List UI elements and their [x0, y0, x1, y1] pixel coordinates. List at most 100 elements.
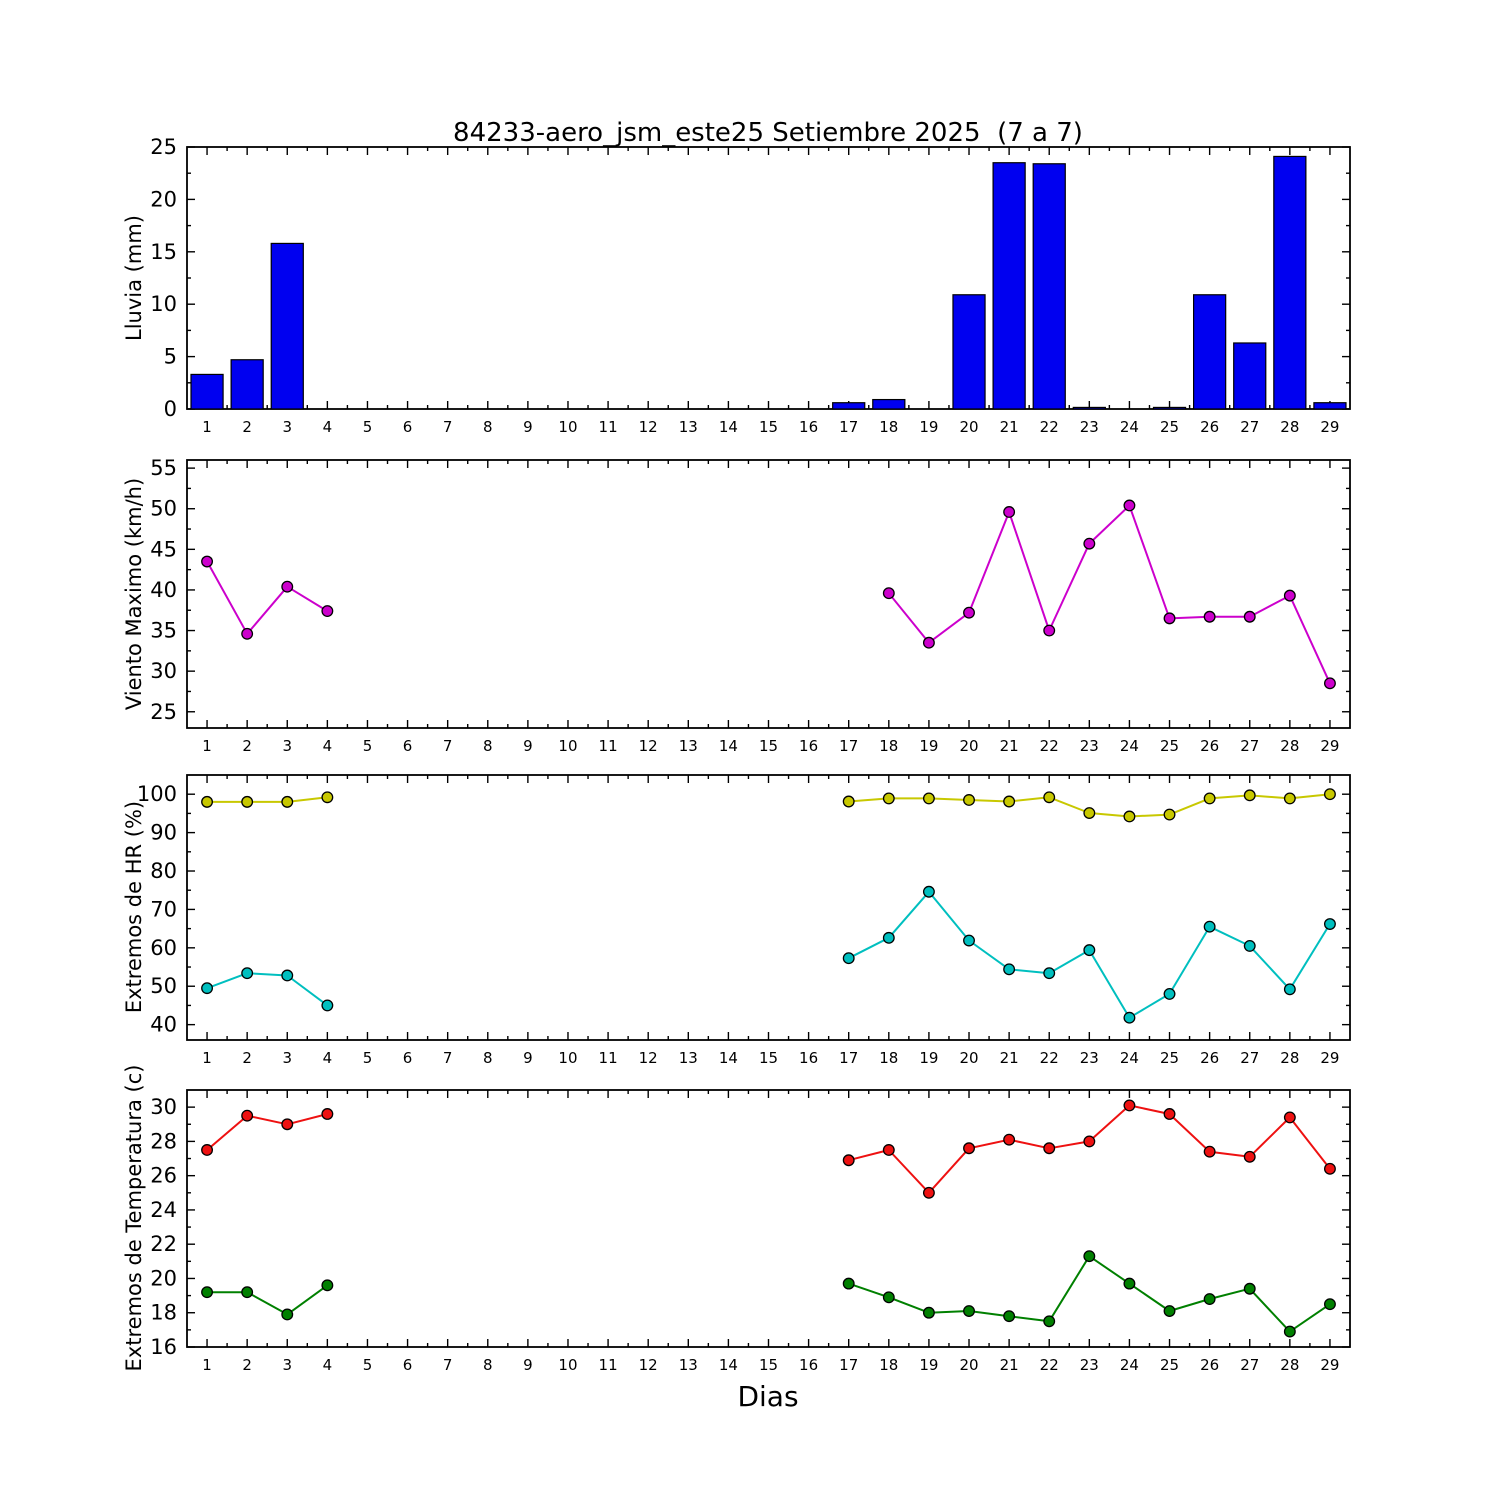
xtick-label: 19 [919, 418, 938, 436]
viento-maximo-point-day-21 [1003, 506, 1016, 518]
ytick-label: 20 [150, 1266, 177, 1290]
ytick-label: 55 [150, 456, 177, 480]
ytick-label: 50 [150, 974, 177, 998]
temperatura-minima-point-day-28 [1283, 1325, 1296, 1338]
hr-minima-point-day-29 [1323, 918, 1336, 930]
xtick-label: 16 [799, 737, 818, 755]
temperatura-maxima-point-day-23 [1083, 1135, 1096, 1148]
xtick-label: 16 [799, 1049, 818, 1067]
temperatura-maxima-point-day-22 [1043, 1142, 1056, 1155]
axes-frame [186, 774, 1351, 1041]
hr-maxima-point-day-23 [1083, 807, 1096, 819]
ytick-label: 0 [164, 397, 177, 421]
xtick-label: 20 [959, 1356, 978, 1374]
xtick-label: 14 [719, 737, 738, 755]
xtick-label: 23 [1080, 418, 1099, 436]
temperatura-minima-point-day-2 [241, 1286, 254, 1299]
lluvia-bar-day-22 [1032, 163, 1066, 410]
hr-maxima-point-day-26 [1203, 792, 1216, 805]
hr-maxima-point-day-3 [281, 795, 294, 808]
xtick-label: 2 [242, 1049, 252, 1067]
xtick-label: 20 [959, 418, 978, 436]
viento-maximo-point-day-2 [241, 627, 254, 640]
temperatura-minima-point-day-26 [1203, 1293, 1216, 1305]
xtick-label: 28 [1280, 737, 1299, 755]
xtick-label: 4 [323, 1049, 333, 1067]
hr-minima-point-day-27 [1243, 939, 1256, 952]
xtick-label: 9 [523, 1356, 533, 1374]
xtick-label: 18 [879, 737, 898, 755]
xtick-label: 29 [1320, 418, 1339, 436]
ylabel-viento: Viento Maximo (km/h) [122, 478, 146, 710]
xtick-label: 19 [919, 1356, 938, 1374]
temperatura-minima-point-day-3 [281, 1308, 294, 1321]
xtick-label: 16 [799, 418, 818, 436]
xtick-label: 11 [599, 1049, 618, 1067]
temperatura-minima-point-day-18 [882, 1291, 895, 1304]
hr-minima-point-day-24 [1123, 1011, 1136, 1024]
lluvia-bar-day-23 [1072, 406, 1106, 410]
ytick-label: 30 [150, 659, 177, 683]
xtick-label: 9 [523, 1049, 533, 1067]
ytick-label: 40 [150, 578, 177, 602]
hr-minima-point-day-1 [201, 982, 214, 995]
temperatura-maxima-point-day-3 [281, 1118, 294, 1131]
xtick-label: 25 [1160, 1356, 1179, 1374]
xtick-label: 27 [1240, 1356, 1259, 1374]
hr-maxima-point-day-18 [882, 792, 895, 805]
lluvia-bar-day-26 [1192, 294, 1227, 410]
ticks [187, 775, 1350, 1040]
hr-maxima-point-day-28 [1283, 792, 1296, 805]
xtick-label: 1 [202, 1356, 212, 1374]
xtick-label: 7 [443, 418, 453, 436]
xtick-label: 12 [639, 1049, 658, 1067]
hr-maxima-point-day-24 [1123, 810, 1136, 823]
ticks [187, 460, 1350, 728]
hr-minima-point-day-21 [1003, 963, 1016, 976]
xtick-label: 26 [1200, 418, 1219, 436]
xtick-label: 10 [558, 1049, 577, 1067]
xtick-label: 6 [403, 418, 413, 436]
lluvia-bar-day-3 [270, 242, 304, 410]
xtick-label: 12 [639, 1356, 658, 1374]
xtick-label: 16 [799, 1356, 818, 1374]
hr-maxima-line [207, 796, 328, 803]
xtick-label: 28 [1280, 1049, 1299, 1067]
xtick-label: 2 [242, 418, 252, 436]
hr-maxima-point-day-20 [963, 794, 975, 806]
lluvia-bar-day-29 [1313, 402, 1347, 410]
temperatura-minima-point-day-21 [1003, 1310, 1016, 1323]
lluvia-bar-day-2 [230, 359, 264, 410]
xtick-label: 12 [639, 418, 658, 436]
hr-minima-point-day-23 [1083, 944, 1096, 957]
ytick-label: 25 [150, 135, 177, 159]
xtick-label: 1 [202, 418, 212, 436]
viento-maximo-point-day-22 [1043, 624, 1056, 637]
xtick-label: 13 [679, 1049, 698, 1067]
axes-frame [186, 146, 1351, 410]
ytick-label: 10 [150, 292, 177, 316]
lluvia-bar-day-21 [992, 162, 1026, 410]
figure-title: 84233-aero_jsm_este25 Setiembre 2025 (7 … [453, 118, 1083, 148]
xtick-label: 2 [242, 1356, 252, 1374]
xtick-label: 14 [719, 418, 738, 436]
xtick-label: 18 [879, 1049, 898, 1067]
lluvia-bar-day-28 [1273, 155, 1307, 410]
xtick-label: 3 [282, 737, 292, 755]
xtick-label: 6 [403, 737, 413, 755]
xtick-label: 7 [443, 1049, 453, 1067]
hr-minima-point-day-28 [1283, 983, 1296, 996]
xtick-label: 29 [1320, 737, 1339, 755]
xtick-label: 20 [959, 1049, 978, 1067]
ytick-label: 20 [150, 187, 177, 211]
hr-maxima-point-day-1 [201, 795, 214, 808]
xtick-label: 3 [282, 1049, 292, 1067]
xtick-label: 22 [1040, 1049, 1059, 1067]
lluvia-bar-day-17 [832, 402, 866, 410]
hr-maxima-point-day-4 [321, 791, 334, 804]
xtick-label: 11 [599, 737, 618, 755]
ytick-label: 24 [150, 1198, 177, 1222]
xtick-label: 15 [759, 418, 778, 436]
ytick-label: 90 [150, 821, 177, 845]
